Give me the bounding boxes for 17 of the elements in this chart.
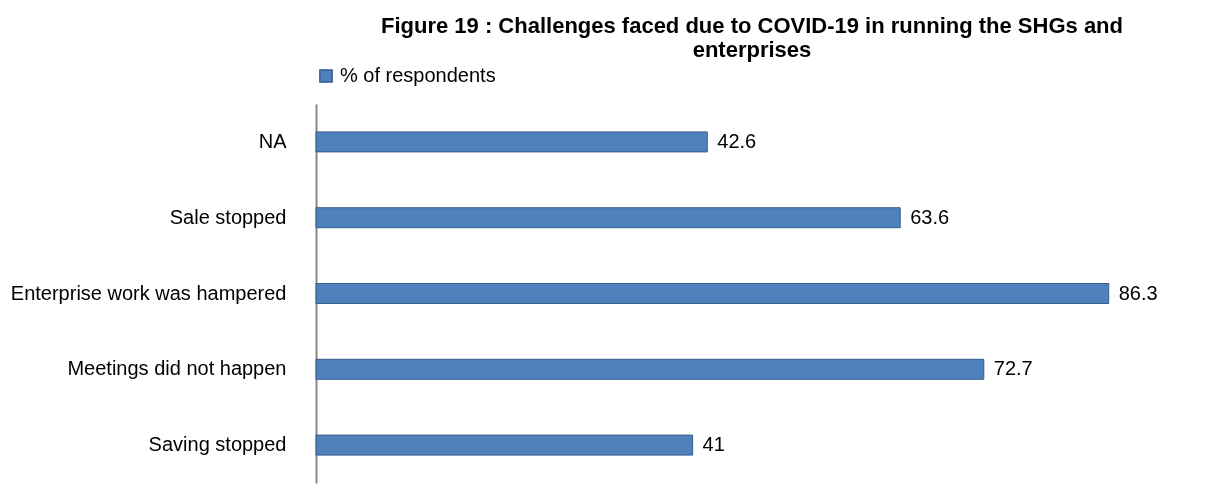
y-tick-label: Sale stopped — [169, 205, 287, 228]
data-label: 41 — [702, 433, 725, 456]
y-tick-label: NA — [258, 129, 288, 152]
legend-label: % of respondents — [340, 64, 496, 86]
data-label: 63.6 — [910, 205, 950, 228]
bar — [315, 131, 708, 153]
data-label: 86.3 — [1118, 281, 1158, 304]
data-label: 72.7 — [993, 357, 1033, 380]
bar — [315, 283, 1110, 304]
bar — [315, 207, 901, 229]
chart-title: Figure 19 : Challenges faced due to COVID-19 in running the SHGs and enterprises — [381, 13, 1123, 62]
data-label: 42.6 — [717, 129, 757, 152]
y-tick-label: Enterprise work was hampered — [10, 281, 287, 304]
y-tick-label: Saving stopped — [148, 433, 287, 456]
bar — [315, 434, 694, 456]
bar — [315, 358, 985, 380]
y-tick-label: Meetings did not happen — [67, 357, 287, 380]
